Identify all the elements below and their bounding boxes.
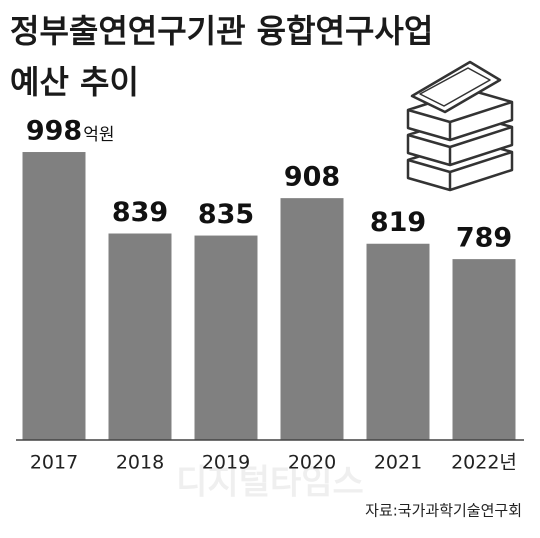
- x-tick-label: 2022년: [451, 452, 517, 474]
- value-label: 839: [112, 197, 168, 228]
- bar: [280, 198, 344, 440]
- x-tick-label: 2020: [288, 452, 336, 474]
- bar: [452, 259, 516, 440]
- bar: [366, 243, 430, 440]
- value-label: 819: [370, 207, 426, 238]
- x-tick-label: 2021: [374, 452, 422, 474]
- value-unit: 억원: [83, 125, 114, 145]
- watermark: 디지털타임스: [176, 463, 364, 503]
- chart-title: 정부출연연구기관 융합연구사업: [10, 12, 433, 50]
- value-label: 908: [284, 162, 340, 193]
- source: 자료:국가과학기술연구회: [365, 502, 522, 520]
- bar: [194, 235, 258, 440]
- x-tick-label: 2019: [202, 452, 250, 474]
- value-label: 998: [26, 116, 82, 147]
- bar: [22, 152, 86, 440]
- value-label: 835: [198, 199, 254, 230]
- money-icon: [406, 60, 514, 192]
- value-label: 789: [456, 223, 512, 254]
- x-tick-label: 2018: [116, 452, 164, 474]
- x-tick-label: 2017: [30, 452, 78, 474]
- bar: [108, 233, 172, 440]
- chart-title: 예산 추이: [10, 63, 139, 101]
